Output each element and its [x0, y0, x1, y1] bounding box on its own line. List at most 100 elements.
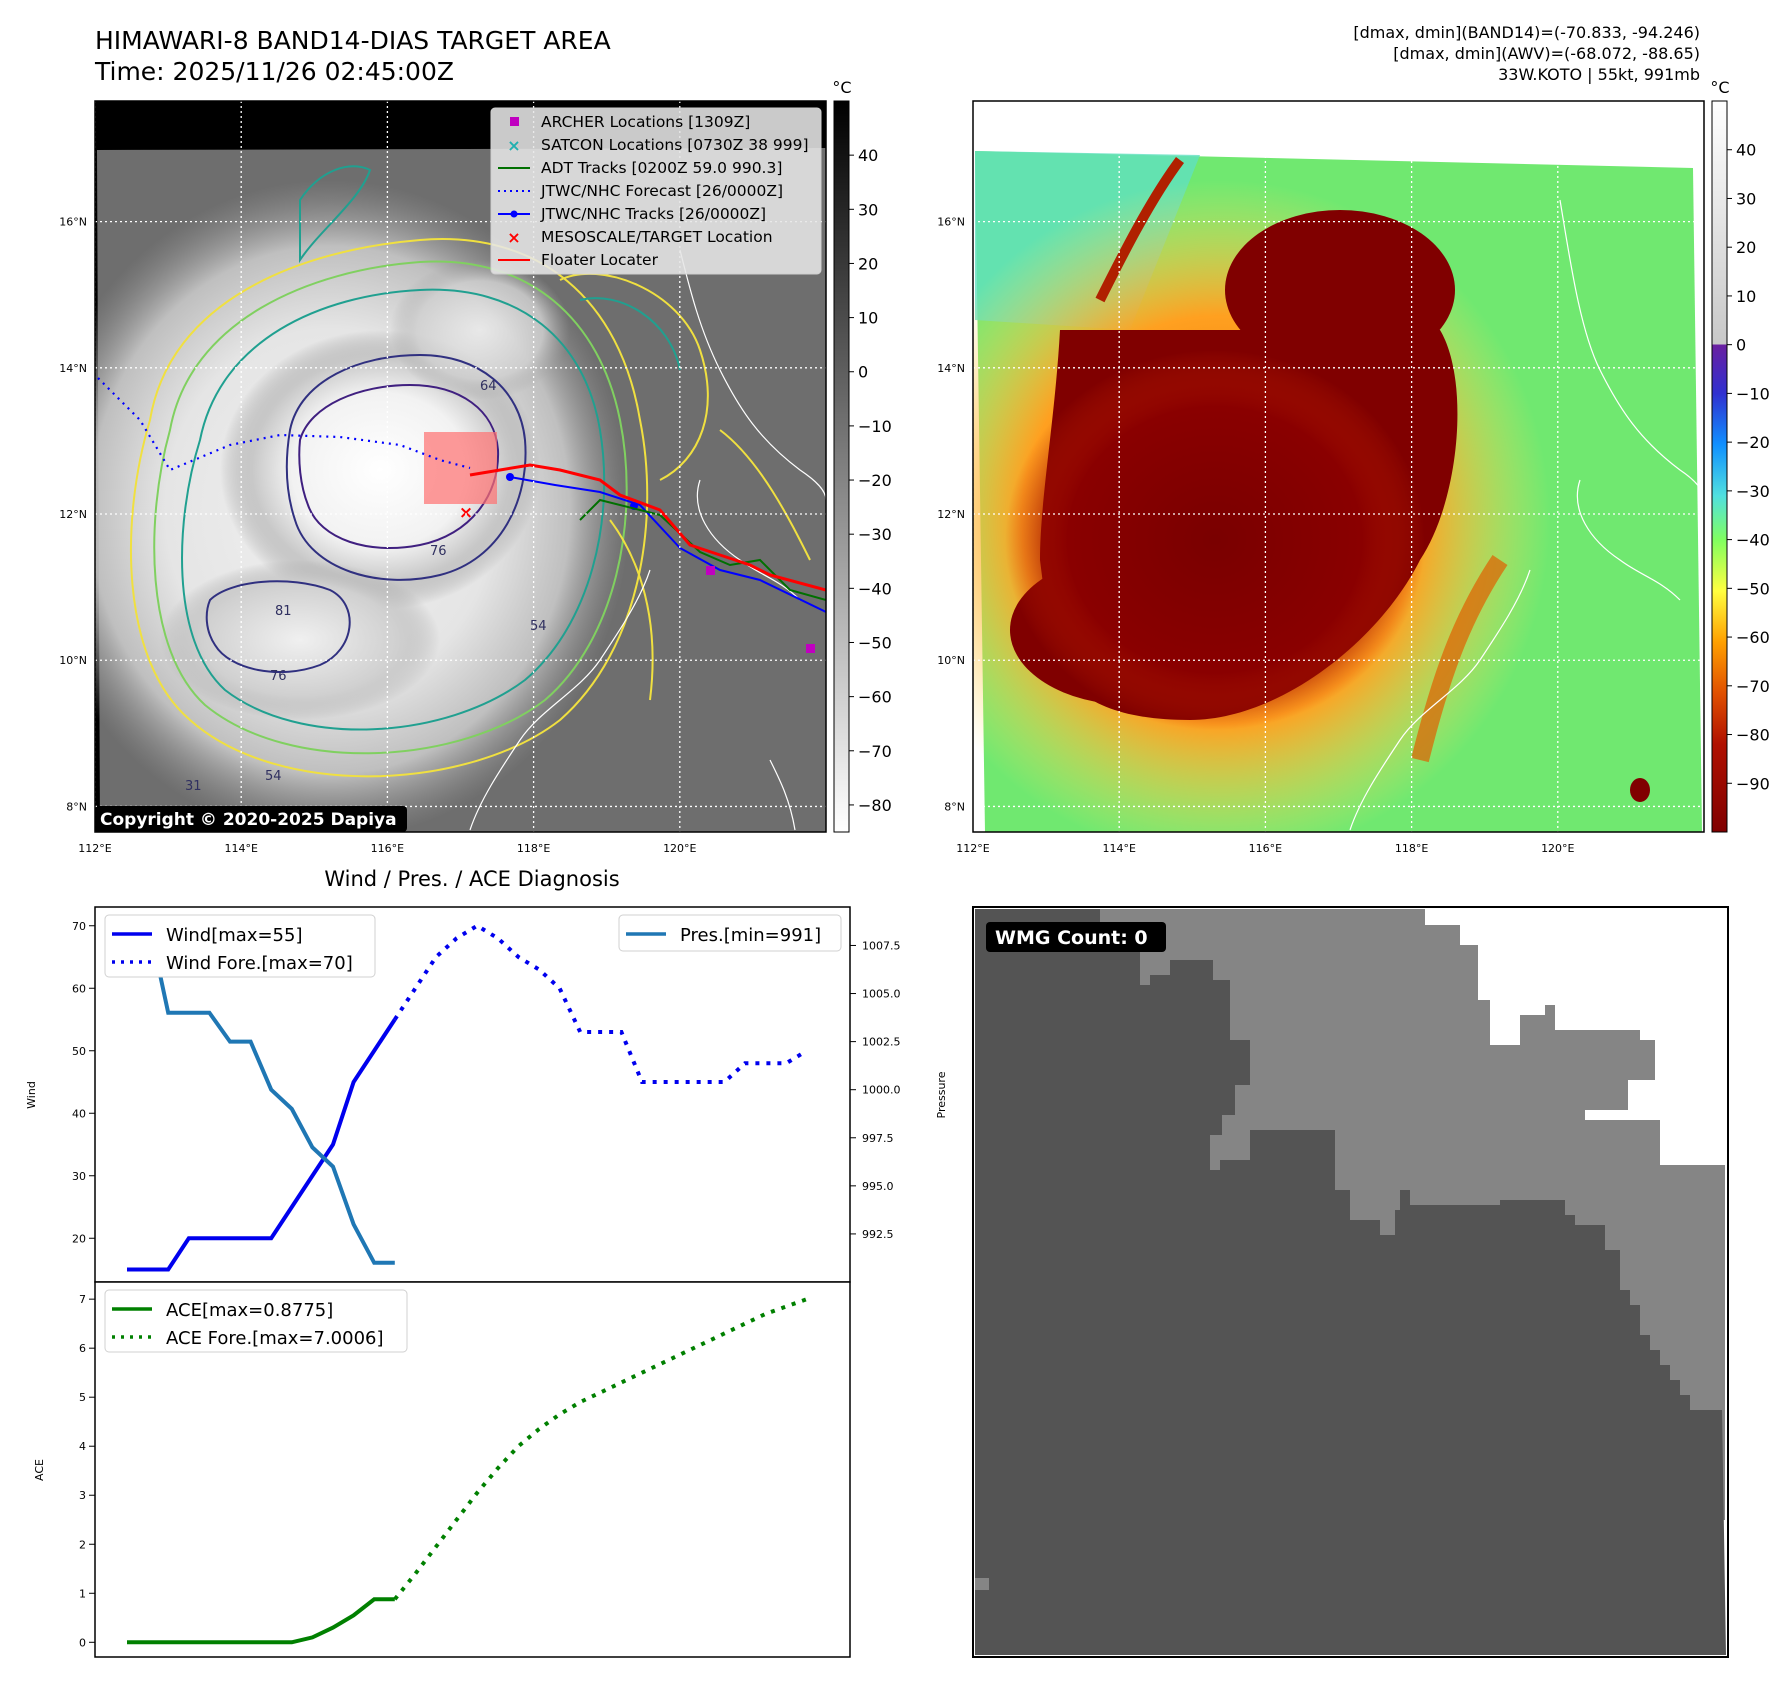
color-north-core — [1225, 210, 1455, 370]
ace-y-tick-label: 0 — [79, 1636, 86, 1649]
wind-legend: Wind[max=55] Wind Fore.[max=70] — [104, 914, 376, 978]
colorbar-tick-label: 10 — [1736, 287, 1756, 306]
lat-tick-label: 12°N — [59, 508, 87, 521]
colorbar-tick-label: −40 — [1736, 531, 1770, 550]
legend-label: JTWC/NHC Forecast [26/0000Z] — [540, 182, 783, 200]
color-colorbar — [1711, 100, 1728, 833]
floater-locater-track — [469, 463, 826, 592]
legend-items: ARCHER Locations [1309Z] × SATCON Location… — [498, 113, 809, 269]
series-line-ace — [127, 1597, 395, 1645]
lon-tick-label: 118°E — [1395, 842, 1428, 855]
wind-pressure-chart: Wind Pressure 20 30 40 50 60 70 992.5 995.0 997.… — [25, 906, 948, 1283]
legend-ace: ACE[max=0.8775] — [166, 1300, 333, 1321]
ir-map-frame — [94, 100, 827, 833]
series-line-pres- — [127, 914, 395, 1265]
pressure-legend: Pres.[min=991] — [618, 914, 842, 952]
lon-tick-label: 112°E — [956, 842, 989, 855]
contour-label: 64 — [480, 379, 497, 394]
contour-label: 76 — [270, 669, 287, 684]
map-legend: ARCHER Locations [1309Z] × SATCON Location… — [490, 107, 822, 275]
jtwc-forecast-track — [97, 377, 471, 472]
colorbar-tick-label: 40 — [858, 146, 878, 165]
legend-label: ADT Tracks [0200Z 59.0 990.3] — [541, 159, 782, 177]
legend-label: Floater Locater — [541, 251, 659, 269]
legend-pressure: Pres.[min=991] — [680, 925, 821, 946]
color-cdo-gradient — [1005, 350, 1425, 730]
lat-tick-label: 10°N — [937, 654, 965, 667]
lat-tick-label: 14°N — [59, 362, 87, 375]
wind-y-tick-label: 70 — [72, 920, 86, 933]
series-line-wind — [127, 1018, 397, 1272]
lon-tick-label: 116°E — [1249, 842, 1282, 855]
copyright-badge — [95, 806, 407, 832]
ir-north-band — [390, 260, 570, 400]
wind-y-tick-label: 40 — [72, 1107, 86, 1120]
colorbar-tick-label: −10 — [1736, 384, 1770, 403]
contour-label: 76 — [430, 544, 447, 559]
floater-target-box — [424, 432, 497, 504]
wmg-badge — [986, 922, 1166, 952]
figure-time: Time: 2025/11/26 02:45:00Z — [95, 57, 454, 86]
colorbar-tick-label: −30 — [1736, 482, 1770, 501]
ir-rainband — [160, 560, 440, 720]
wmg-light-patch — [975, 1578, 989, 1590]
band14-range-info: [dmax, dmin](BAND14)=(-70.833, -94.246) — [1353, 23, 1700, 42]
colorbar-tick-label: −90 — [1736, 774, 1770, 793]
lat-tick-label: 16°N — [59, 216, 87, 229]
contour-label: 54 — [265, 769, 282, 784]
ace-axis-label: ACE — [33, 1459, 46, 1481]
awv-range-info: [dmax, dmin](AWV)=(-68.072, -88.65) — [1393, 44, 1700, 63]
storm-info: 33W.KOTO | 55kt, 991mb — [1498, 65, 1700, 84]
lon-tick-label: 120°E — [1541, 842, 1574, 855]
ace-chart: ACE 0 1 2 3 4 5 6 7 ACE[max=0.8775] ACE Fore.[m… — [33, 1281, 851, 1658]
ir-coastlines — [469, 249, 826, 831]
color-coastlines — [1349, 199, 1704, 831]
pressure-y-tick-label: 1000.0 — [862, 1084, 901, 1097]
legend-label: ARCHER Locations [1309Z] — [541, 113, 750, 131]
archer-location-marker — [806, 644, 815, 653]
wind-y-tick-label: 60 — [72, 982, 86, 995]
colorbar-tick-label: −60 — [1736, 628, 1770, 647]
lon-tick-label: 118°E — [517, 842, 550, 855]
jtwc-track-point — [506, 473, 514, 481]
lat-tick-label: 16°N — [937, 216, 965, 229]
wind-legend-box — [104, 914, 376, 978]
pressure-y-tick-label: 992.5 — [862, 1228, 894, 1241]
colorbar-tick-label: 0 — [1736, 336, 1746, 355]
series-line-wind-fore- — [393, 923, 808, 1084]
color-colorbar-ticks: 40 30 20 10 0 −10 −20 −30 −40 −50 −60 −70 −80 −90 — [1727, 141, 1770, 793]
ir-map-panel: × 64 76 81 76 31 54 54 Copyright © 2020-… — [59, 78, 892, 855]
copyright-text: Copyright © 2020-2025 Dapiya — [100, 810, 397, 830]
color-band-streak — [1411, 555, 1508, 763]
wmg-frame — [972, 906, 1729, 1658]
ace-legend-box — [104, 1289, 408, 1353]
ace-y-tick-label: 2 — [79, 1538, 86, 1551]
ace-y-tick-label: 4 — [79, 1440, 86, 1453]
color-map-axes: 112°E 114°E 116°E 118°E 120°E 16°N 14°N 12°N 10°… — [937, 216, 1574, 855]
mesoscale-target-marker: × — [459, 503, 473, 523]
pressure-y-tick-label: 1007.5 — [862, 939, 901, 952]
ace-y-tick-label: 1 — [79, 1587, 86, 1600]
colorbar-tick-label: −50 — [1736, 579, 1770, 598]
legend-label: SATCON Locations [0730Z 38 999] — [541, 136, 809, 154]
wind-y-tick-label: 50 — [72, 1045, 86, 1058]
colorbar-tick-label: 20 — [858, 254, 878, 273]
archer-location-marker — [706, 566, 715, 575]
lon-tick-label: 116°E — [371, 842, 404, 855]
ir-contours — [130, 165, 811, 778]
figure-title: HIMAWARI-8 BAND14-DIAS TARGET AREA — [95, 26, 611, 55]
colorbar-tick-label: −70 — [1736, 677, 1770, 696]
colorbar-tick-label: −40 — [858, 579, 892, 598]
color-map-gridlines — [973, 101, 1704, 832]
legend-wind: Wind[max=55] — [166, 925, 303, 946]
colorbar-tick-label: −10 — [858, 417, 892, 436]
lon-tick-label: 112°E — [78, 842, 111, 855]
diagnosis-title: Wind / Pres. / ACE Diagnosis — [324, 867, 619, 891]
legend-label: MESOSCALE/TARGET Location — [541, 228, 773, 246]
legend-marker — [510, 210, 518, 218]
colorbar-tick-label: 30 — [1736, 189, 1756, 208]
lon-tick-label: 114°E — [1102, 842, 1135, 855]
wind-axis-label: Wind — [25, 1081, 38, 1109]
ace-chart-marks: 0 1 2 3 4 5 6 7 — [79, 1293, 808, 1649]
lat-tick-label: 12°N — [937, 508, 965, 521]
